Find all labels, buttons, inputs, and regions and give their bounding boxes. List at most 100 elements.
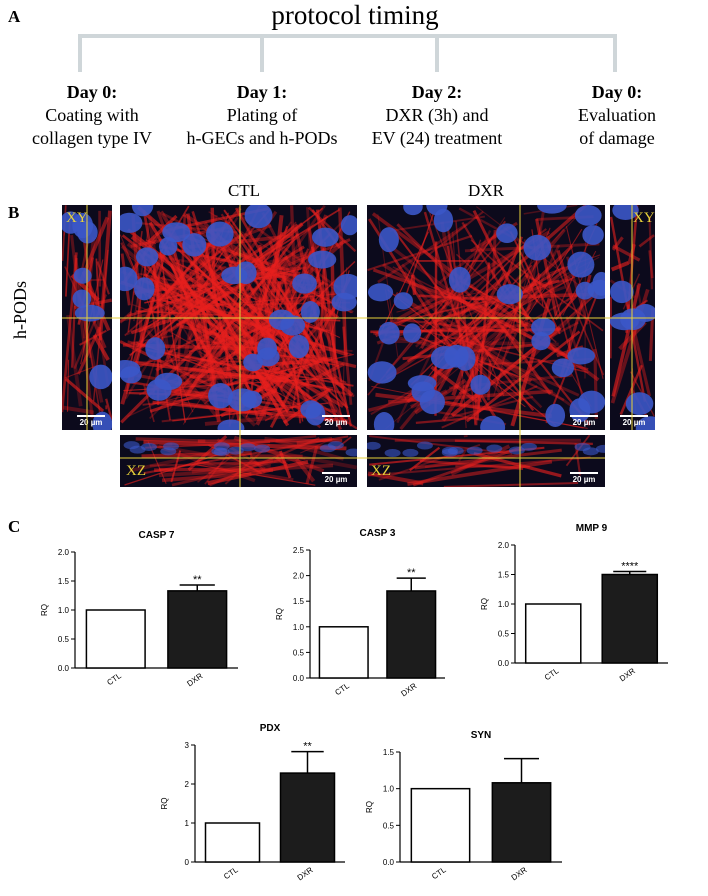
actin xyxy=(95,258,100,316)
x-tick-label: DXR xyxy=(510,865,529,882)
nucleus xyxy=(378,227,399,253)
nucleus xyxy=(227,388,257,412)
actin xyxy=(120,244,209,321)
panel-label: B xyxy=(8,203,19,222)
actin xyxy=(410,274,417,295)
actin xyxy=(415,416,476,424)
actin xyxy=(385,275,465,374)
actin xyxy=(433,272,506,398)
nucleus xyxy=(470,374,491,395)
actin xyxy=(275,438,345,461)
nucleus xyxy=(551,358,575,378)
nucleus xyxy=(123,441,140,450)
actin xyxy=(467,243,527,305)
nucleus xyxy=(466,446,483,455)
actin xyxy=(428,211,505,397)
nucleus xyxy=(531,317,556,337)
actin xyxy=(648,216,654,290)
nucleus xyxy=(403,323,422,343)
actin xyxy=(378,231,429,337)
nucleus xyxy=(537,205,567,214)
actin xyxy=(493,248,604,332)
x-tick-label: CTL xyxy=(333,681,351,697)
bar xyxy=(386,590,437,679)
nucleus xyxy=(448,266,471,293)
actin xyxy=(610,260,630,272)
actin xyxy=(523,228,583,323)
actin xyxy=(439,305,486,332)
x-tick-label: CTL xyxy=(543,666,561,682)
actin xyxy=(472,209,530,321)
actin xyxy=(158,463,334,478)
nucleus xyxy=(480,415,506,430)
nucleus xyxy=(158,237,178,256)
chart-title: SYN xyxy=(471,730,492,741)
actin xyxy=(133,224,150,322)
actin xyxy=(342,326,353,405)
actin xyxy=(382,263,455,309)
micrograph: 20 µm xyxy=(367,435,605,487)
actin xyxy=(459,280,532,319)
bar xyxy=(491,782,552,863)
chart-title: MMP 9 xyxy=(576,523,608,534)
actin xyxy=(135,437,206,443)
actin xyxy=(611,236,624,251)
y-tick-label: 1.5 xyxy=(383,748,395,757)
actin xyxy=(473,451,562,478)
actin xyxy=(120,311,133,324)
y-tick-label: 2.5 xyxy=(293,546,305,555)
timeline-bracket xyxy=(78,34,617,72)
y-tick-label: 2.0 xyxy=(58,548,70,557)
nucleus xyxy=(345,448,357,457)
nucleus xyxy=(567,251,595,278)
actin xyxy=(434,241,438,416)
actin xyxy=(250,253,308,277)
y-tick-label: 0 xyxy=(185,858,190,867)
step-text: of damage xyxy=(579,128,654,148)
actin xyxy=(415,242,523,348)
actin xyxy=(120,242,138,276)
step-day: Day 2: xyxy=(412,82,463,102)
actin xyxy=(170,265,189,299)
actin xyxy=(208,456,284,476)
actin xyxy=(565,226,604,379)
panel-label: A xyxy=(8,7,21,26)
step-text: collagen type IV xyxy=(32,128,152,148)
x-tick-label: DXR xyxy=(185,671,204,688)
actin xyxy=(161,471,252,483)
bar xyxy=(318,626,369,679)
actin xyxy=(164,299,195,363)
actin xyxy=(256,472,294,482)
y-axis-label: RQ xyxy=(40,604,49,616)
nucleus xyxy=(373,412,395,430)
y-tick-label: 1.0 xyxy=(498,600,510,609)
actin xyxy=(377,222,468,284)
chart-title: PDX xyxy=(260,723,281,734)
actin xyxy=(556,249,574,301)
actin xyxy=(402,341,549,361)
actin xyxy=(370,328,561,334)
bar xyxy=(279,772,336,863)
step-day: Day 1: xyxy=(237,82,288,102)
actin xyxy=(264,353,354,376)
bar xyxy=(601,573,659,664)
actin xyxy=(491,229,497,279)
y-tick-label: 0.5 xyxy=(498,630,510,639)
actin xyxy=(203,250,224,287)
actin xyxy=(149,462,259,467)
nucleus xyxy=(508,446,525,455)
y-axis-label: RQ xyxy=(160,798,169,810)
actin xyxy=(648,250,654,279)
actin xyxy=(204,413,296,426)
actin xyxy=(105,398,112,421)
actin xyxy=(226,221,266,403)
row-label: h-PODs xyxy=(10,281,30,339)
nucleus xyxy=(239,443,256,452)
actin xyxy=(367,471,424,486)
actin xyxy=(92,334,110,361)
actin xyxy=(511,239,526,333)
bar xyxy=(85,609,146,669)
actin xyxy=(134,274,285,295)
nucleus xyxy=(205,221,234,247)
